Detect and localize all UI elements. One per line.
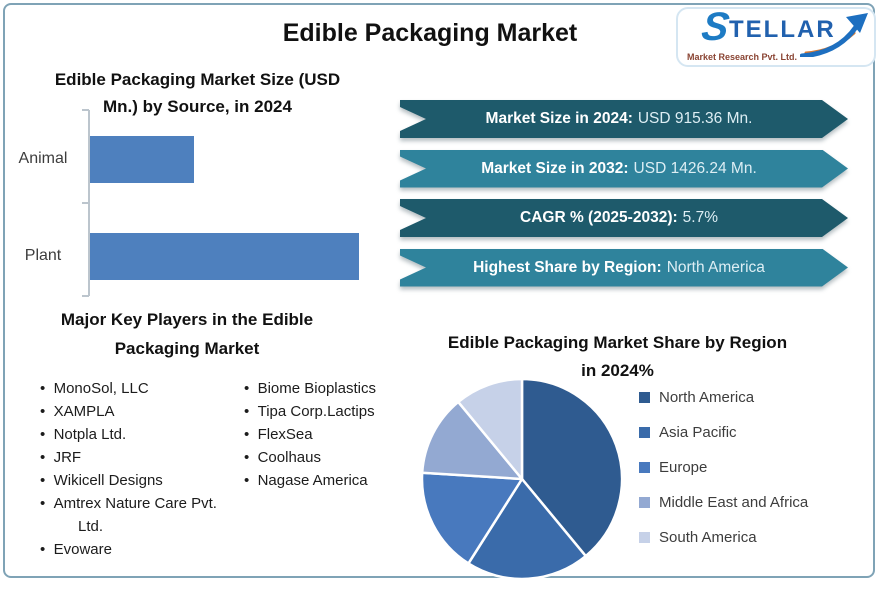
legend-swatch-icon: [639, 427, 650, 438]
pie-slice-north-america: [520, 377, 624, 558]
legend-swatch-icon: [639, 392, 650, 403]
banner-arrow-shape: Market Size in 2024: USD 915.36 Mn.: [400, 100, 848, 138]
banner-market-size-in-2032: Market Size in 2032: USD 1426.24 Mn.: [400, 149, 848, 188]
key-player-item-amtrex-nature-care-pvt-ltd: Amtrex Nature Care Pvt. Ltd.: [26, 492, 226, 538]
banner-label: Highest Share by Region:: [473, 258, 662, 276]
pie-slice-europe: [420, 471, 524, 565]
axis-tick: [82, 202, 89, 204]
legend-label: South America: [659, 529, 757, 546]
banner-label: CAGR % (2025-2032):: [520, 209, 678, 226]
banner-arrow-shape: CAGR % (2025-2032): 5.7%: [400, 199, 848, 237]
legend-item-south-america: South America: [639, 529, 808, 546]
y-axis-line: [88, 110, 90, 296]
axis-tick: [82, 295, 89, 297]
banner-highest-share-by-region: Highest Share by Region: North America: [400, 248, 848, 287]
banner-value: USD 1426.24 Mn.: [633, 159, 757, 177]
banner-text: CAGR % (2025-2032): 5.7%: [434, 199, 804, 237]
key-players-title-line1: Major Key Players in the Edible: [60, 310, 314, 329]
banner-text: Market Size in 2024: USD 915.36 Mn.: [434, 100, 804, 138]
banner-arrow-shape: Highest Share by Region: North America: [400, 248, 848, 287]
logo-subtitle: Market Research Pvt. Ltd.: [687, 52, 798, 62]
key-player-item-xampla: XAMPLA: [26, 400, 226, 423]
banner-value: 5.7%: [682, 209, 718, 226]
key-player-item-flexsea: FlexSea: [230, 423, 410, 446]
pie-chart-title: Edible Packaging Market Share by Region …: [425, 329, 810, 385]
stellar-logo: S TELLAR Market Research Pvt. Ltd.: [676, 5, 876, 67]
banner-text: Highest Share by Region: North America: [434, 249, 804, 287]
bar-chart-title-line2: Mn.) by Source, in 2024: [103, 97, 292, 117]
pie-slice-middle-east-and-africa: [420, 400, 524, 481]
banner-text: Market Size in 2032: USD 1426.24 Mn.: [434, 150, 804, 188]
pie-chart-title-line1: Edible Packaging Market Share by Region: [447, 333, 788, 352]
banner-label: Market Size in 2032:: [481, 159, 629, 177]
bar-label-animal: Animal: [18, 150, 68, 167]
bar-chart-title-line1: Edible Packaging Market Size (USD: [54, 70, 341, 89]
key-player-item-evoware: Evoware: [26, 538, 226, 561]
legend-swatch-icon: [639, 462, 650, 473]
banner-market-size-in-2024: Market Size in 2024: USD 915.36 Mn.: [400, 100, 848, 138]
key-player-item-notpla-ltd: Notpla Ltd.: [26, 423, 226, 446]
banner-value: USD 915.36 Mn.: [637, 110, 753, 127]
key-player-item-monosol-llc: MonoSol, LLC: [26, 377, 226, 400]
axis-tick: [82, 109, 89, 111]
legend-label: Middle East and Africa: [659, 494, 809, 511]
legend-item-asia-pacific: Asia Pacific: [639, 424, 808, 441]
bar-chart-title: Edible Packaging Market Size (USD Mn.) b…: [30, 66, 365, 120]
key-player-item-wikicell-designs: Wikicell Designs: [26, 469, 226, 492]
legend-label: Asia Pacific: [659, 424, 737, 441]
legend-item-north-america: North America: [639, 389, 808, 406]
legend-item-europe: Europe: [639, 459, 808, 476]
key-player-item-nagase-america: Nagase America: [230, 469, 410, 492]
banner-label: Market Size in 2024:: [485, 110, 633, 127]
banners: Market Size in 2024: USD 915.36 Mn. Market…: [400, 100, 848, 298]
key-player-item-coolhaus: Coolhaus: [230, 446, 410, 469]
pie-legend: North America Asia Pacific Europe Middle Ea…: [639, 389, 809, 565]
legend-swatch-icon: [639, 532, 650, 543]
logo-wordmark: TELLAR: [729, 16, 836, 43]
logo-letter-s: S: [698, 5, 732, 49]
key-players-title-line2: Packaging Market: [114, 338, 260, 358]
page-title: Edible Packaging Market: [282, 19, 578, 47]
key-player-item-biome-bioplastics: Biome Bioplastics: [230, 377, 410, 400]
legend-label: North America: [659, 389, 755, 406]
banner-value: North America: [666, 258, 765, 276]
arrow-up-right-icon: [800, 13, 868, 57]
banner-cagr-2025-2032: CAGR % (2025-2032): 5.7%: [400, 199, 848, 237]
legend-label: Europe: [659, 459, 708, 476]
bar-animal: [90, 136, 194, 183]
pie-slice-asia-pacific: [467, 477, 587, 581]
key-players-column-1: MonoSol, LLCXAMPLANotpla Ltd.JRFWikicell…: [26, 377, 226, 561]
legend-swatch-icon: [639, 497, 650, 508]
pie-chart-title-line2: in 2024%: [581, 361, 654, 381]
bar-label-plant: Plant: [24, 247, 62, 264]
banner-arrow-shape: Market Size in 2032: USD 1426.24 Mn.: [400, 149, 848, 188]
bar-plant: [90, 233, 359, 280]
key-players-column-2: Biome BioplasticsTipa Corp.LactipsFlexSe…: [230, 377, 410, 492]
key-player-item-jrf: JRF: [26, 446, 226, 469]
key-players-title: Major Key Players in the Edible Packagin…: [13, 306, 361, 364]
pie-chart: [420, 377, 624, 581]
pie-slice-south-america: [457, 377, 524, 481]
key-player-item-tipa-corp-lactips: Tipa Corp.Lactips: [230, 400, 410, 423]
legend-item-middle-east-and-africa: Middle East and Africa: [639, 494, 809, 511]
